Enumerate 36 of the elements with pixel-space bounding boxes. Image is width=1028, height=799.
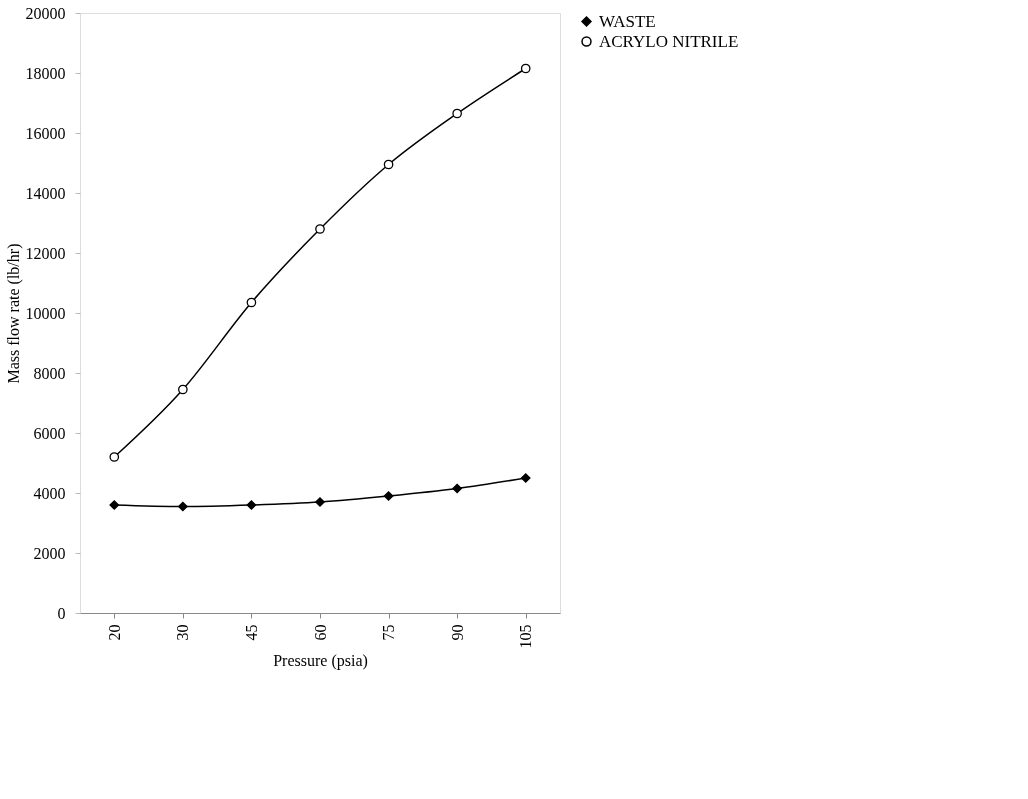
y-axis-title: Mass flow rate (lb/hr) [4, 243, 23, 384]
x-tick-label: 75 [380, 624, 398, 641]
legend-label: ACRYLO NITRILE [599, 31, 739, 51]
y-tick-label: 14000 [25, 184, 66, 202]
y-tick-label: 6000 [33, 424, 66, 442]
point [383, 491, 394, 501]
point [383, 159, 394, 170]
point [520, 63, 531, 74]
y-tick-label: 4000 [33, 484, 66, 502]
point [246, 500, 257, 510]
x-tick-label: 45 [242, 624, 260, 641]
legend-label: WASTE [599, 11, 656, 31]
point [452, 483, 462, 494]
x-tick-label: 105 [517, 624, 535, 649]
point [246, 297, 257, 308]
y-tick-label: 8000 [33, 364, 66, 382]
y-tick-label: 18000 [25, 64, 66, 82]
y-tick-label: 2000 [33, 544, 66, 562]
x-tick-label: 30 [174, 624, 192, 641]
x-tick-label: 90 [448, 624, 466, 641]
point [520, 473, 531, 483]
point [452, 108, 462, 119]
x-tick-label: 60 [311, 624, 329, 641]
point [109, 452, 120, 462]
x-axis-title: Pressure (psia) [273, 651, 368, 670]
point [315, 497, 325, 507]
x-tick-label: 20 [105, 624, 123, 641]
point [178, 501, 188, 512]
y-tick-label: 10000 [25, 304, 66, 322]
y-tick-label: 20000 [25, 4, 66, 22]
y-tick-label: 0 [57, 604, 66, 622]
y-tick-label: 16000 [25, 124, 66, 142]
point [109, 500, 120, 510]
y-tick-label: 12000 [25, 244, 66, 262]
point [178, 384, 188, 395]
point [315, 224, 325, 234]
